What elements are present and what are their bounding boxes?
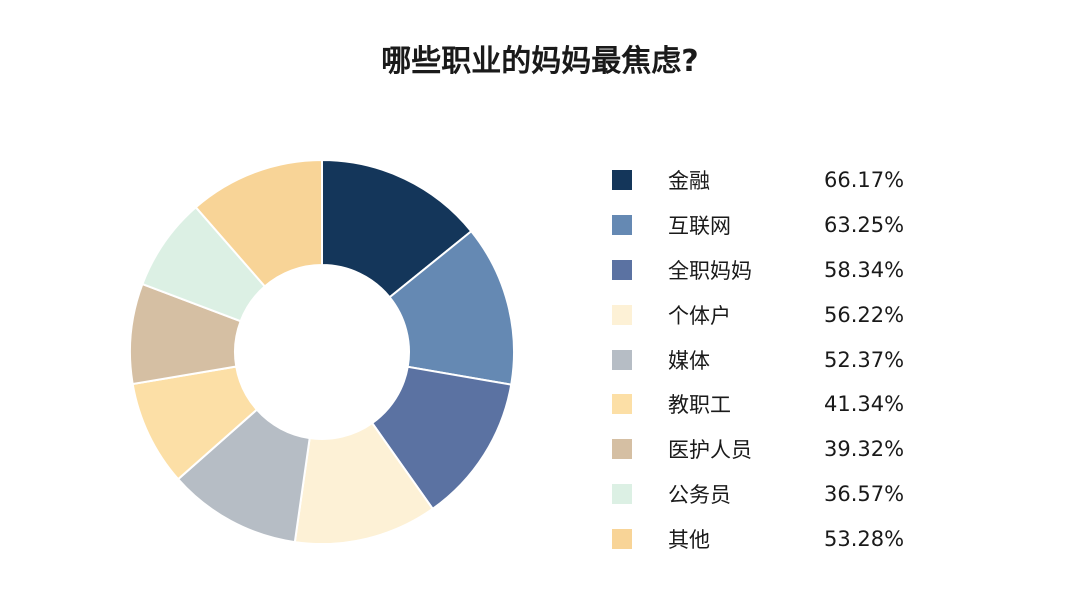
legend-item: 互联网 63.25% — [612, 203, 904, 248]
legend-value: 58.34% — [824, 257, 905, 282]
legend-item: 教职工 41.34% — [612, 382, 904, 427]
legend-label: 个体户 — [668, 303, 731, 328]
legend-value: 63.25% — [824, 213, 905, 238]
legend-item: 个体户 56.22% — [612, 292, 904, 337]
legend-label: 媒体 — [668, 348, 710, 373]
legend-label: 教职工 — [668, 393, 731, 418]
legend-value: 36.57% — [824, 481, 905, 506]
legend-swatch — [612, 349, 632, 370]
legend-value: 53.28% — [824, 526, 905, 551]
legend-swatch — [612, 483, 632, 504]
slice-0 — [321, 158, 473, 299]
legend-label: 全职妈妈 — [668, 258, 752, 283]
legend-item: 媒体 52.37% — [612, 337, 904, 382]
legend-swatch — [612, 394, 632, 415]
legend-swatch — [612, 304, 632, 325]
legend-label: 医护人员 — [668, 438, 752, 463]
legend-swatch — [612, 215, 632, 236]
legend-value: 56.22% — [824, 302, 905, 327]
legend-item: 金融 66.17% — [612, 158, 904, 203]
legend-value: 41.34% — [824, 392, 905, 417]
legend-item: 医护人员 39.32% — [612, 427, 904, 472]
legend-swatch — [612, 528, 632, 549]
legend-item: 全职妈妈 58.34% — [612, 248, 904, 293]
legend-label: 其他 — [668, 527, 710, 552]
legend-swatch — [612, 259, 632, 280]
slice-2 — [370, 365, 513, 511]
legend-swatch — [612, 439, 632, 460]
legend-label: 金融 — [668, 169, 710, 194]
legend-label: 公务员 — [668, 482, 731, 507]
legend: 金融 66.17% 互联网 63.25% 全职妈妈 58.34% 个体户 56.22% 媒体 52… — [612, 158, 904, 561]
slice-1 — [388, 229, 515, 386]
legend-swatch — [612, 170, 632, 191]
legend-value: 52.37% — [824, 347, 905, 372]
legend-item: 公务员 36.57% — [612, 472, 904, 517]
legend-value: 66.17% — [824, 168, 905, 193]
slice-8 — [194, 158, 323, 288]
legend-value: 39.32% — [824, 437, 905, 462]
legend-label: 互联网 — [668, 214, 731, 239]
legend-item: 其他 53.28% — [612, 516, 904, 561]
chart-title: 哪些职业的妈妈最焦虑? — [381, 44, 699, 79]
